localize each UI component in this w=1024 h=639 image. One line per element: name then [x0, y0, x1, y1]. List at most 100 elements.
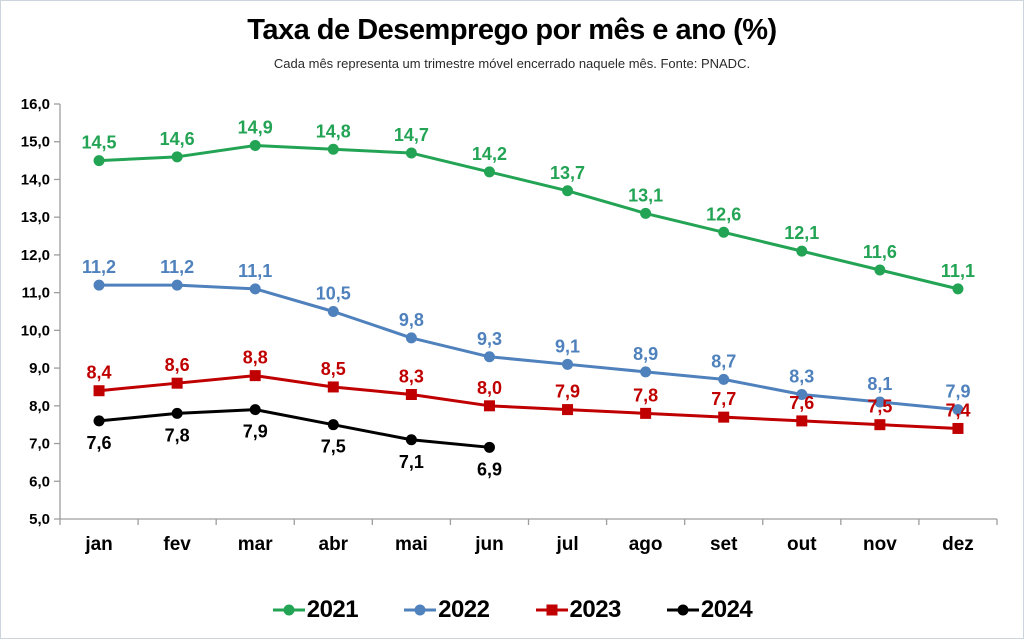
- data-point-2021: [327, 143, 339, 155]
- y-axis-label: 12,0: [21, 247, 50, 264]
- data-label-2022: 9,1: [555, 336, 580, 356]
- data-label-2022: 10,5: [316, 284, 351, 304]
- data-label-2023: 7,5: [867, 397, 892, 417]
- data-point-2021: [874, 264, 886, 276]
- data-point-2022: [171, 279, 183, 291]
- legend-label-2021: 2021: [306, 596, 359, 623]
- series-line-2023: [97, 374, 960, 430]
- data-point-2022: [874, 396, 886, 408]
- data-label-2023: 7,8: [633, 385, 658, 405]
- data-point-2024: [405, 434, 417, 446]
- series-line-2021: [97, 144, 960, 291]
- data-point-2023: [562, 404, 574, 416]
- x-axis-label: mai: [395, 534, 428, 555]
- y-axis-label: 10,0: [21, 322, 50, 339]
- data-point-2021: [952, 283, 964, 295]
- x-axis-label: abr: [319, 534, 349, 555]
- data-label-2021: 14,7: [394, 125, 429, 145]
- y-axis-label: 9,0: [29, 360, 50, 377]
- data-label-2022: 11,1: [238, 261, 272, 281]
- x-axis-label: fev: [163, 534, 191, 555]
- data-label-2022: 11,2: [160, 257, 194, 277]
- data-label-2021: 13,7: [550, 163, 585, 183]
- data-label-2023: 7,6: [789, 393, 814, 413]
- data-point-2023: [640, 407, 652, 419]
- data-label-2021: 14,6: [160, 129, 195, 149]
- x-axis-label: ago: [629, 534, 663, 555]
- data-point-2021: [562, 185, 574, 197]
- data-point-2022: [640, 366, 652, 378]
- data-label-2023: 8,4: [87, 363, 112, 383]
- data-label-2021: 14,5: [82, 133, 117, 153]
- data-point-2023: [93, 385, 105, 397]
- data-point-2021: [483, 166, 495, 178]
- legend-marker-2022: [404, 604, 437, 616]
- data-label-2022: 7,9: [945, 382, 970, 402]
- series-line-2024: [97, 408, 491, 449]
- data-label-2021: 13,1: [628, 185, 663, 205]
- data-point-2024: [249, 404, 261, 416]
- data-label-2024: 7,5: [321, 437, 346, 457]
- x-axis-label: mar: [238, 534, 273, 555]
- data-label-2024: 6,9: [477, 459, 502, 479]
- legend-item-2022: 2022: [403, 596, 490, 624]
- data-label-2023: 8,6: [165, 355, 190, 375]
- x-axis-label: jun: [474, 534, 504, 555]
- plot-area: 5,0 6,0 7,0 8,0 9,0 10,0 11,0 12,0 13,0 14,0 15,0 1…: [21, 96, 998, 555]
- data-label-2021: 14,2: [472, 144, 507, 164]
- data-point-2023: [483, 400, 495, 412]
- data-point-2024: [171, 407, 183, 419]
- data-point-2023: [249, 370, 261, 382]
- legend-marker-2023: [535, 604, 568, 616]
- data-point-2022: [718, 373, 730, 385]
- y-axis-label: 14,0: [21, 171, 50, 188]
- data-point-2022: [405, 332, 417, 344]
- legend-marker-2021: [272, 604, 305, 616]
- data-label-2021: 12,1: [784, 223, 819, 243]
- data-point-2023: [874, 419, 886, 431]
- data-label-2022: 8,9: [633, 344, 658, 364]
- data-point-2021: [718, 226, 730, 238]
- y-axis-label: 16,0: [21, 96, 50, 113]
- data-label-2021: 11,6: [863, 242, 897, 262]
- data-label-2022: 11,2: [82, 257, 116, 277]
- data-label-2023: 8,8: [243, 348, 268, 368]
- data-point-2021: [93, 155, 105, 167]
- x-axis-label: nov: [863, 534, 897, 555]
- chart-title: Taxa de Desemprego por mês e ano (%): [247, 14, 777, 46]
- data-label-2021: 14,9: [238, 118, 273, 138]
- x-axis-label: dez: [942, 534, 974, 555]
- data-label-2022: 9,8: [399, 310, 424, 330]
- x-axis-label: set: [710, 534, 738, 555]
- data-point-2022: [327, 306, 339, 317]
- data-point-2024: [327, 419, 339, 431]
- data-label-2022: 9,3: [477, 329, 502, 349]
- data-point-2022: [249, 283, 261, 295]
- data-point-2022: [952, 404, 964, 416]
- data-point-2021: [796, 245, 808, 257]
- legend-label-2023: 2023: [569, 596, 622, 623]
- data-point-2021: [171, 151, 183, 163]
- data-label-2024: 7,9: [243, 422, 268, 442]
- x-axis-label: jul: [555, 534, 578, 555]
- data-label-2021: 11,1: [941, 261, 975, 281]
- data-point-2021: [640, 207, 652, 219]
- data-point-2023: [171, 377, 183, 389]
- data-label-2023: 8,0: [477, 378, 502, 398]
- data-point-2024: [483, 441, 495, 453]
- y-axis-label: 13,0: [21, 209, 50, 226]
- legend-item-2021: 2021: [272, 596, 359, 624]
- data-point-2023: [952, 422, 964, 434]
- y-axis-label: 7,0: [29, 436, 50, 453]
- data-point-2021: [249, 140, 261, 151]
- chart-subtitle: Cada mês representa um trimestre móvel e…: [273, 56, 751, 71]
- legend-marker-2024: [666, 604, 699, 616]
- legend-label-2024: 2024: [700, 596, 753, 623]
- legend-item-2024: 2024: [666, 596, 753, 624]
- series-line-2022: [97, 283, 960, 412]
- data-label-2022: 8,7: [711, 351, 736, 371]
- data-point-2022: [483, 351, 495, 363]
- data-point-2021: [405, 147, 417, 159]
- data-label-2022: 8,3: [789, 367, 814, 387]
- data-point-2024: [93, 415, 105, 427]
